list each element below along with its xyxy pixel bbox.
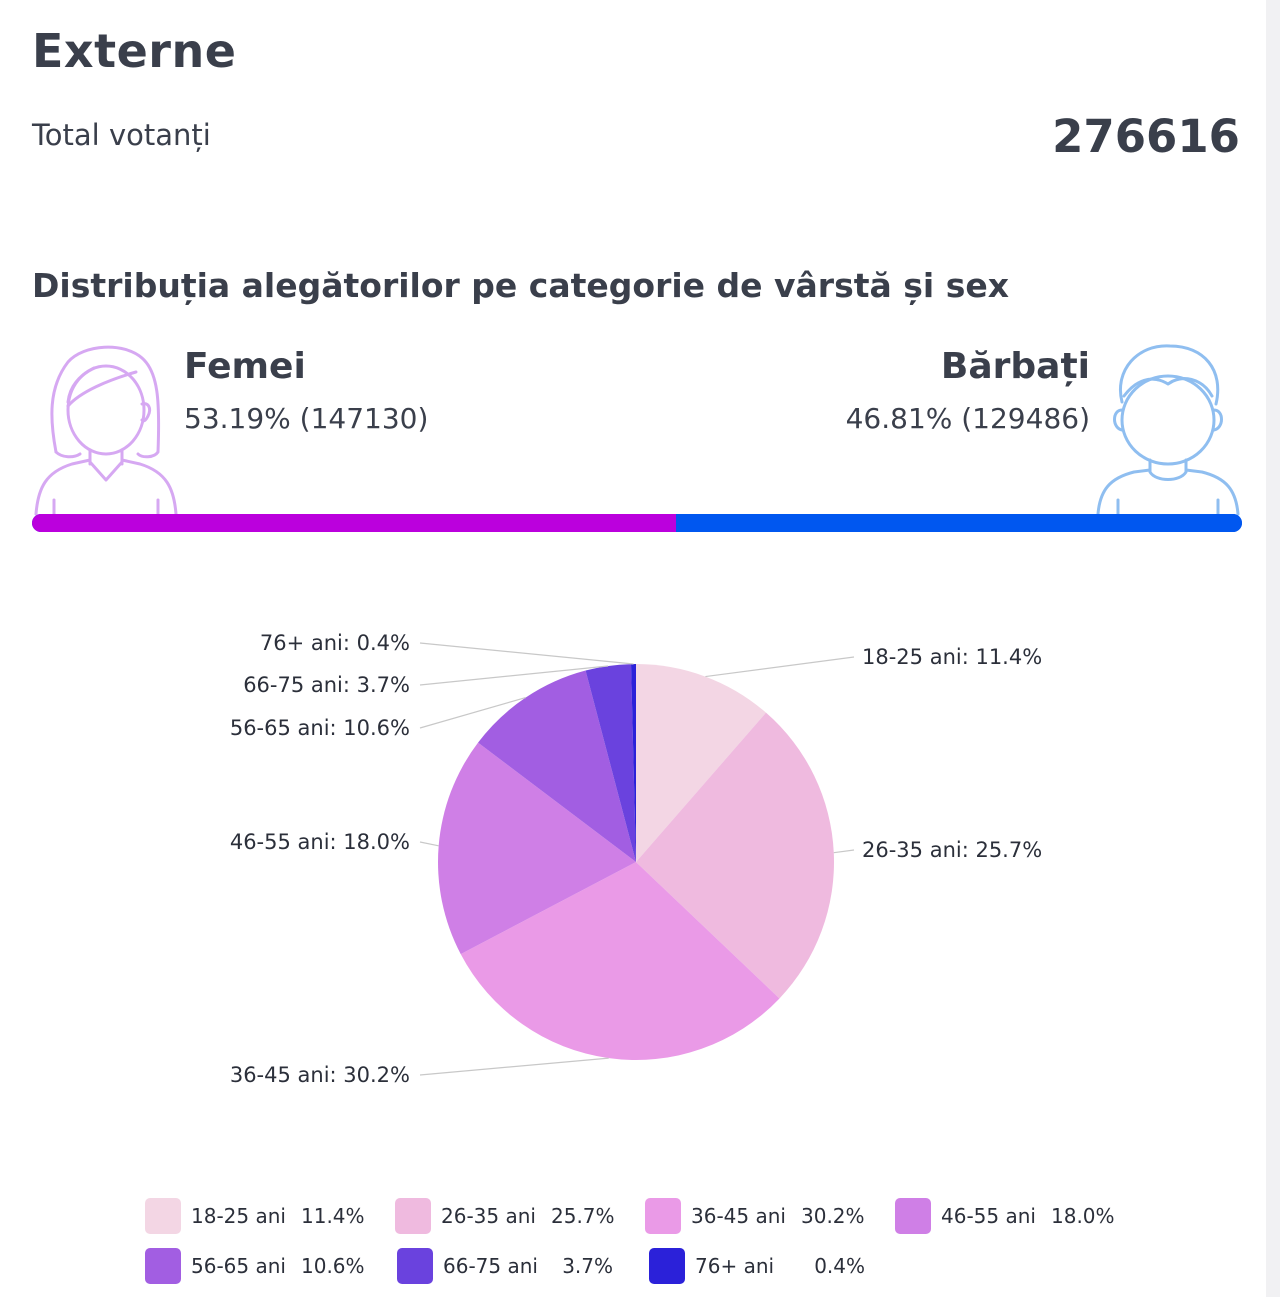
pie-leader-line (705, 656, 855, 678)
legend-label: 26-35 ani (441, 1204, 536, 1228)
legend-label: 56-65 ani (191, 1254, 286, 1278)
total-voters-label: Total votanți (32, 118, 211, 152)
legend-item[interactable]: 46-55 ani 18.0% (895, 1196, 1145, 1236)
legend-label: 76+ ani (695, 1254, 775, 1278)
legend-swatch (145, 1198, 181, 1234)
legend-value: 10.6% (301, 1254, 365, 1278)
pie-slice-66-75-ani[interactable] (585, 664, 636, 862)
legend-item[interactable]: 56-65 ani 10.6% (145, 1246, 397, 1286)
legend-swatch (145, 1248, 181, 1284)
legend-row: 56-65 ani 10.6% 66-75 ani 3.7% 76+ ani 0.4% (145, 1246, 1145, 1296)
legend-value: 3.7% (562, 1254, 613, 1278)
legend-label: 46-55 ani (941, 1204, 1036, 1228)
pie-slice-18-25-ani[interactable] (636, 664, 767, 862)
page-title: Externe (32, 24, 237, 78)
legend-item[interactable]: 18-25 ani 11.4% (145, 1196, 395, 1236)
pie-slice-26-35-ani[interactable] (636, 712, 834, 999)
legend-label: 18-25 ani (191, 1204, 286, 1228)
legend-value: 18.0% (1051, 1204, 1115, 1228)
legend-value: 0.4% (814, 1254, 865, 1278)
pie-leader-line (419, 841, 439, 847)
legend-swatch (397, 1248, 433, 1284)
legend-swatch (645, 1198, 681, 1234)
pie-slice-76-ani[interactable] (631, 664, 636, 862)
scrollbar-track[interactable] (1266, 0, 1280, 1297)
pie-slice-label: 76+ ani: 0.4% (260, 631, 410, 655)
male-label: Bărbați (940, 346, 1090, 387)
pie-slice-label: 36-45 ani: 30.2% (230, 1063, 410, 1087)
woman-avatar-icon (34, 345, 178, 516)
legend-item[interactable]: 76+ ani 0.4% (649, 1246, 901, 1286)
male-stat: 46.81% (129486) (845, 402, 1090, 435)
legend-label: 66-75 ani (443, 1254, 538, 1278)
female-label: Femei (184, 346, 306, 387)
pie-slice-label: 46-55 ani: 18.0% (230, 830, 410, 854)
legend-label: 36-45 ani (691, 1204, 786, 1228)
legend-item[interactable]: 66-75 ani 3.7% (397, 1246, 649, 1286)
chart-legend: 18-25 ani 11.4% 26-35 ani 25.7% 36-45 ani 30.… (145, 1196, 1145, 1296)
gender-bar-male-segment (675, 514, 1242, 532)
pie-leader-line (419, 1057, 609, 1076)
legend-swatch (895, 1198, 931, 1234)
gender-ratio-bar (32, 514, 1242, 532)
legend-row: 18-25 ani 11.4% 26-35 ani 25.7% 36-45 ani 30.… (145, 1196, 1145, 1246)
distribution-title: Distribuția alegătorilor pe categorie de… (32, 266, 1009, 305)
female-stat: 53.19% (147130) (184, 402, 429, 435)
man-avatar-icon (1096, 344, 1240, 516)
pie-slice-46-55-ani[interactable] (438, 742, 636, 955)
pie-slice-label: 26-35 ani: 25.7% (862, 838, 1042, 862)
legend-swatch (395, 1198, 431, 1234)
pie-slice-36-45-ani[interactable] (460, 862, 780, 1060)
total-voters-value: 276616 (1052, 110, 1240, 163)
legend-item[interactable]: 36-45 ani 30.2% (645, 1196, 895, 1236)
pie-leader-line (833, 849, 855, 854)
pie-leader-line (419, 665, 609, 686)
pie-leader-line (419, 696, 526, 729)
legend-item[interactable]: 26-35 ani 25.7% (395, 1196, 645, 1236)
gender-bar-female-segment (32, 514, 676, 532)
pie-slice-label: 18-25 ani: 11.4% (862, 645, 1042, 669)
pie-slice-label: 56-65 ani: 10.6% (230, 716, 410, 740)
pie-leader-line (419, 642, 634, 665)
pie-slice-label: 66-75 ani: 3.7% (243, 673, 410, 697)
legend-value: 11.4% (301, 1204, 365, 1228)
legend-value: 25.7% (551, 1204, 615, 1228)
legend-value: 30.2% (801, 1204, 865, 1228)
legend-swatch (649, 1248, 685, 1284)
age-pie-chart: 18-25 ani: 11.4% 26-35 ani: 25.7% 36-45 an… (230, 631, 1042, 1087)
pie-slice-56-65-ani[interactable] (478, 670, 636, 862)
